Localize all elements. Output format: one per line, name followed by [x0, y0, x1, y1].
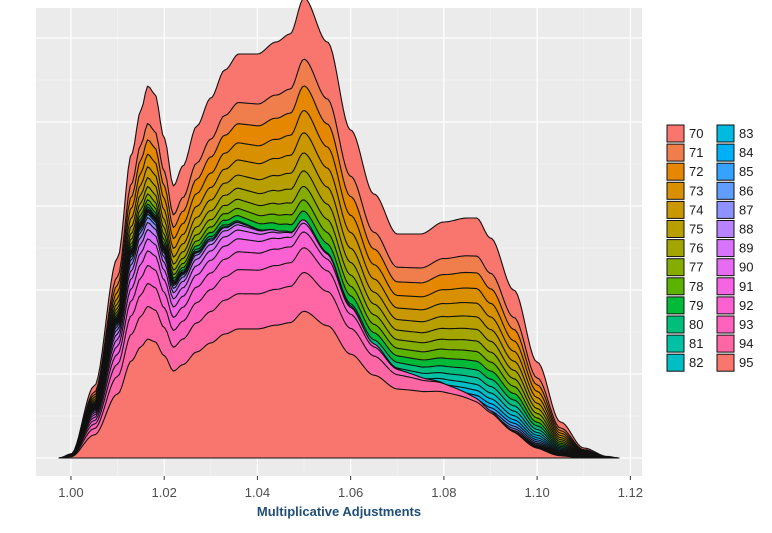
legend-label-82: 82 [689, 355, 703, 370]
legend-key-76 [666, 239, 685, 258]
legend-key-80 [666, 315, 685, 334]
legend-label-87: 87 [739, 202, 753, 217]
x-tick-label: 1.06 [338, 485, 363, 500]
legend-label-79: 79 [689, 298, 703, 313]
legend-key-85 [716, 162, 735, 181]
legend-key-90 [716, 258, 735, 277]
legend-key-81 [666, 334, 685, 353]
legend-key-91 [716, 277, 735, 296]
x-tick-label: 1.08 [431, 485, 456, 500]
legend-label-74: 74 [689, 202, 703, 217]
legend-key-70 [666, 124, 685, 143]
legend-label-76: 76 [689, 241, 703, 256]
legend-label-90: 90 [739, 260, 753, 275]
legend-label-84: 84 [739, 145, 753, 160]
legend-label-73: 73 [689, 183, 703, 198]
legend: 70 71 72 73 74 75 76 77 78 79 80 81 82 83 84 85 86 87 88 89… [666, 124, 753, 372]
legend-label-88: 88 [739, 222, 753, 237]
x-axis: 1.00 1.02 1.04 1.06 1.08 1.10 1.12 [58, 476, 643, 500]
x-tick-label: 1.02 [152, 485, 177, 500]
legend-key-75 [666, 220, 685, 238]
legend-key-72 [666, 162, 685, 181]
legend-label-92: 92 [739, 298, 753, 313]
legend-label-85: 85 [739, 164, 753, 179]
legend-label-86: 86 [739, 183, 753, 198]
legend-label-83: 83 [739, 126, 753, 141]
legend-label-70: 70 [689, 126, 703, 141]
density-area-95 [58, 310, 620, 459]
legend-key-82 [666, 353, 685, 372]
legend-label-94: 94 [739, 336, 753, 351]
legend-key-92 [716, 296, 735, 315]
legend-key-87 [716, 200, 735, 219]
legend-key-89 [716, 239, 735, 258]
x-tick-label: 1.04 [245, 485, 270, 500]
x-tick-label: 1.00 [58, 485, 83, 500]
legend-label-80: 80 [689, 317, 703, 332]
legend-key-78 [666, 277, 685, 296]
legend-key-93 [716, 315, 735, 334]
legend-key-77 [666, 258, 685, 277]
legend-label-81: 81 [689, 336, 703, 351]
x-axis-title: Multiplicative Adjustments [257, 504, 421, 519]
x-tick-label: 1.12 [618, 485, 643, 500]
legend-label-93: 93 [739, 317, 753, 332]
legend-key-95 [716, 353, 735, 372]
legend-key-94 [716, 334, 735, 353]
legend-key-84 [716, 143, 735, 162]
legend-label-72: 72 [689, 164, 703, 179]
legend-label-91: 91 [739, 279, 753, 294]
legend-key-74 [666, 200, 685, 219]
legend-key-83 [716, 124, 735, 143]
legend-label-95: 95 [739, 355, 753, 370]
x-tick-label: 1.10 [524, 485, 549, 500]
legend-key-86 [716, 181, 735, 200]
legend-key-79 [666, 296, 685, 315]
legend-label-75: 75 [689, 222, 703, 237]
legend-key-73 [666, 181, 685, 200]
stacked-density-areas [58, 0, 620, 459]
legend-label-89: 89 [739, 241, 753, 256]
legend-label-77: 77 [689, 260, 703, 275]
legend-label-78: 78 [689, 279, 703, 294]
legend-key-88 [716, 220, 735, 238]
legend-key-71 [666, 143, 685, 162]
legend-label-71: 71 [689, 145, 703, 160]
